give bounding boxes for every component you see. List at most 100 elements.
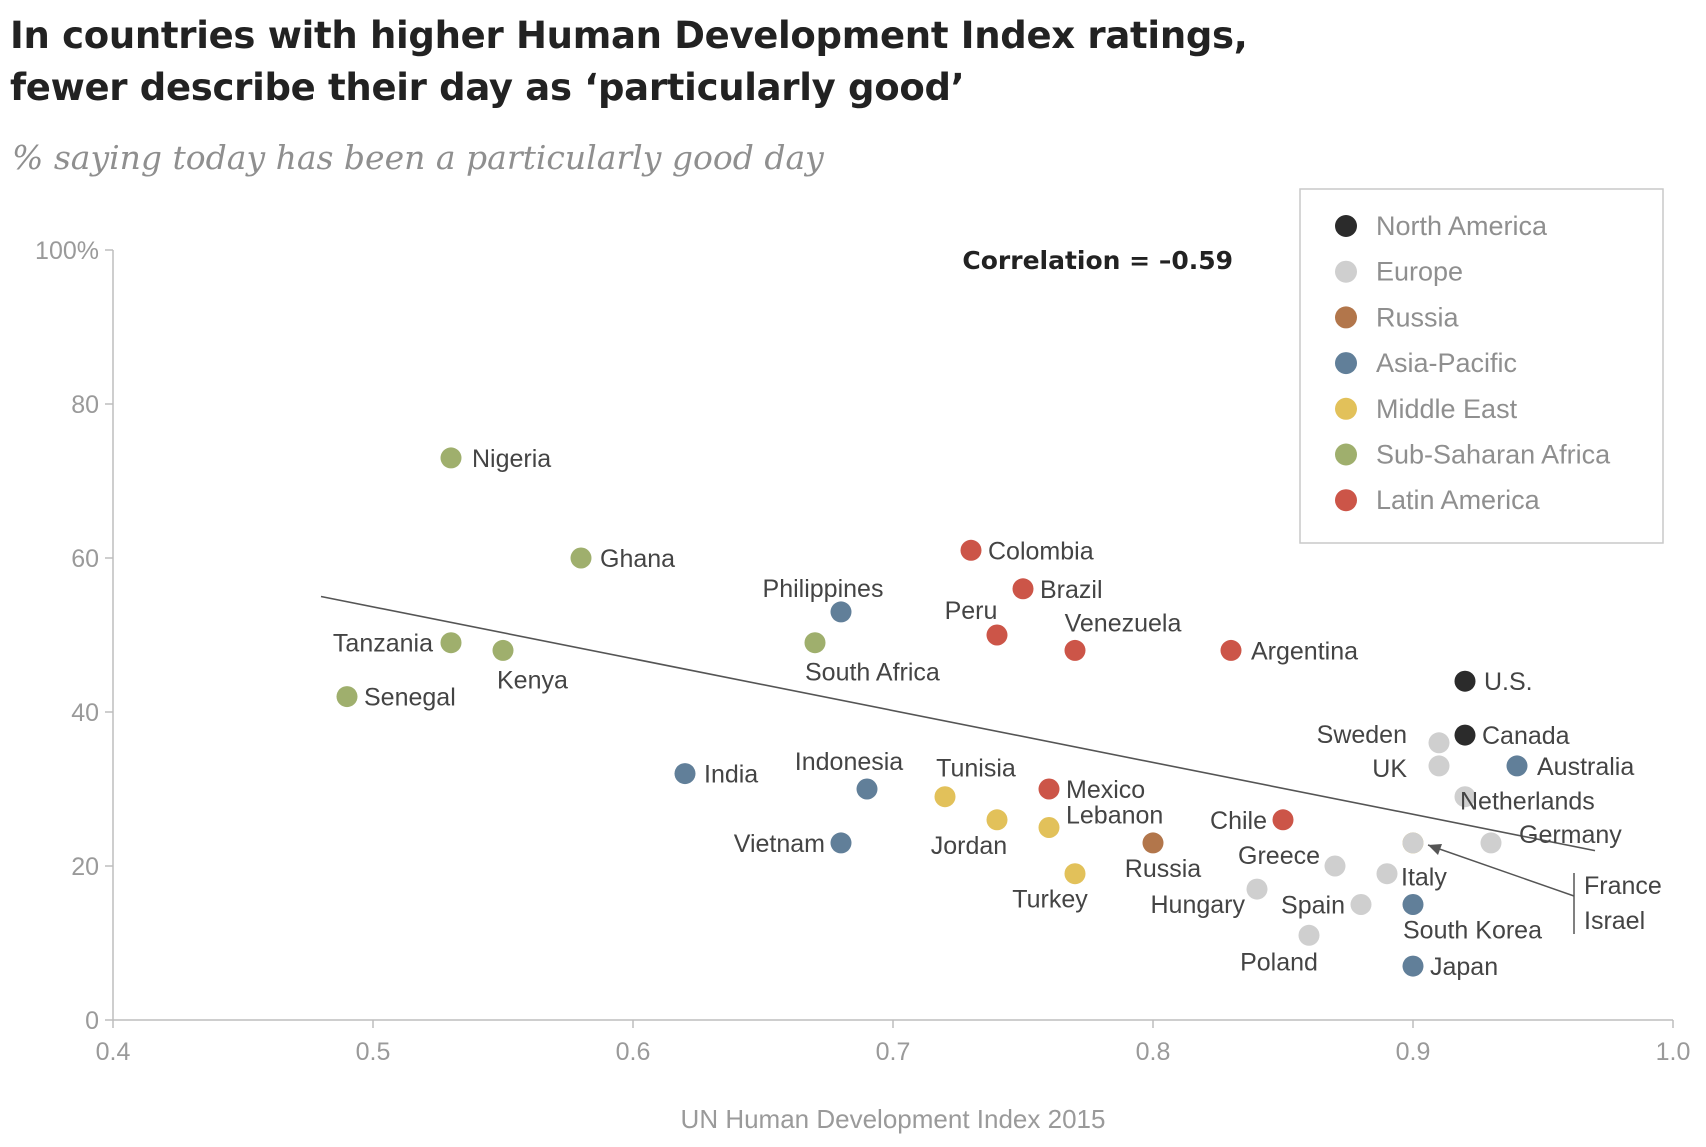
point-colombia	[960, 539, 982, 561]
label-france: France	[1584, 872, 1662, 900]
point-south-korea	[1402, 894, 1424, 915]
point-tanzania	[440, 632, 462, 654]
y-tick-label: 100%	[35, 237, 99, 265]
point-spain	[1350, 894, 1372, 915]
label-greece: Greece	[1238, 842, 1320, 870]
point-india	[674, 763, 696, 785]
label-israel: Israel	[1584, 907, 1645, 935]
label-colombia: Colombia	[988, 537, 1094, 565]
legend-swatch-europe	[1335, 260, 1357, 283]
legend-swatch-asia-pacific	[1335, 352, 1357, 375]
label-japan: Japan	[1430, 953, 1498, 981]
label-argentina: Argentina	[1251, 637, 1358, 665]
x-tick-label: 0.4	[96, 1038, 131, 1066]
label-canada: Canada	[1482, 722, 1570, 750]
correlation-annotation: Correlation = –0.59	[962, 246, 1233, 275]
legend-label-middle-east: Middle East	[1376, 394, 1518, 424]
point-lebanon	[1038, 817, 1060, 838]
point-france	[1402, 832, 1424, 854]
point-nigeria	[440, 447, 462, 469]
point-australia	[1506, 755, 1528, 777]
point-brazil	[1012, 578, 1034, 600]
label-vietnam: Vietnam	[734, 830, 825, 858]
label-hungary: Hungary	[1151, 891, 1246, 919]
label-poland: Poland	[1240, 948, 1318, 976]
legend-label-russia: Russia	[1376, 302, 1460, 332]
point-peru	[986, 624, 1008, 646]
label-spain: Spain	[1281, 892, 1345, 920]
point-sweden	[1428, 732, 1450, 754]
point-ghana	[570, 547, 592, 569]
label-venezuela: Venezuela	[1065, 609, 1182, 637]
point-greece	[1324, 855, 1346, 877]
point-mexico	[1038, 778, 1060, 800]
point-tunisia	[934, 786, 956, 808]
point-kenya	[492, 639, 514, 661]
point-chile	[1272, 809, 1294, 831]
label-peru: Peru	[945, 597, 998, 625]
label-philippines: Philippines	[763, 575, 884, 603]
point-netherlands	[1454, 786, 1476, 808]
legend-swatch-north-america	[1335, 215, 1357, 237]
legend-swatch-russia	[1335, 306, 1357, 329]
chart-title: In countries with higher Human Developme…	[10, 10, 1510, 114]
label-uk: UK	[1372, 755, 1407, 783]
label-kenya: Kenya	[497, 666, 568, 694]
label-netherlands: Netherlands	[1460, 788, 1595, 816]
y-tick-label: 20	[71, 853, 99, 881]
x-tick-label: 1.0	[1656, 1038, 1691, 1066]
label-russia: Russia	[1125, 855, 1202, 883]
legend-swatch-middle-east	[1335, 397, 1357, 420]
label-tunisia: Tunisia	[936, 755, 1016, 783]
label-south-korea: South Korea	[1403, 917, 1542, 945]
callout-leader-line	[1427, 844, 1575, 897]
label-senegal: Senegal	[364, 684, 456, 712]
label-mexico: Mexico	[1066, 776, 1145, 804]
label-india: India	[704, 761, 758, 789]
legend-swatch-latin-america	[1335, 489, 1357, 512]
label-south-africa: South Africa	[805, 659, 940, 687]
y-tick-label: 80	[71, 391, 99, 419]
trendline-group	[320, 595, 1596, 852]
legend-label-asia-pacific: Asia-Pacific	[1376, 348, 1517, 378]
x-tick-label: 0.8	[1136, 1038, 1171, 1066]
x-tick-label: 0.6	[616, 1038, 651, 1066]
legend-label-europe: Europe	[1376, 257, 1463, 287]
point-vietnam	[830, 832, 852, 854]
y-tick-label: 60	[71, 545, 99, 573]
legend-label-north-america: North America	[1376, 211, 1548, 241]
label-brazil: Brazil	[1040, 576, 1103, 604]
label-jordan: Jordan	[931, 832, 1007, 860]
point-argentina	[1220, 639, 1242, 661]
point-poland	[1298, 924, 1320, 946]
point-germany	[1480, 832, 1502, 854]
label-chile: Chile	[1210, 807, 1267, 835]
point-russia	[1142, 832, 1164, 854]
label-germany: Germany	[1519, 821, 1622, 849]
point-turkey	[1064, 863, 1086, 885]
axes: 0.4 0.5 0.6 0.7 0.8 0.9 1.0 0 20 40 60 80 100% UN Hum…	[35, 237, 1690, 1134]
chart-subtitle: % saying today has been a particularly g…	[12, 138, 824, 177]
legend: North America Europe Russia Asia-Pacific Mid…	[1299, 188, 1664, 544]
label-lebanon: Lebanon	[1066, 802, 1163, 830]
x-tick-label: 0.9	[1396, 1038, 1431, 1066]
y-tick-label: 0	[85, 1007, 99, 1035]
label-italy: Italy	[1401, 864, 1447, 892]
point-labels-group: Nigeria Ghana Tanzania Kenya Senegal South Af…	[333, 445, 1662, 981]
label-u-s: U.S.	[1484, 668, 1533, 696]
point-hungary	[1246, 878, 1268, 900]
chart-title-line2: fewer describe their day as ‘particularl…	[10, 66, 965, 109]
chart-title-line1: In countries with higher Human Developme…	[10, 14, 1248, 57]
legend-swatch-sub-saharan-africa	[1335, 443, 1357, 466]
point-south-africa	[804, 632, 826, 654]
x-axis-label: UN Human Development Index 2015	[681, 1104, 1106, 1134]
points-group	[336, 447, 1528, 977]
x-tick-label: 0.7	[876, 1038, 911, 1066]
trendline	[320, 595, 1596, 852]
legend-label-latin-america: Latin America	[1376, 485, 1541, 515]
point-jordan	[986, 809, 1008, 831]
point-venezuela	[1064, 639, 1086, 661]
point-italy	[1376, 863, 1398, 885]
callout-arrowhead	[1428, 844, 1442, 855]
